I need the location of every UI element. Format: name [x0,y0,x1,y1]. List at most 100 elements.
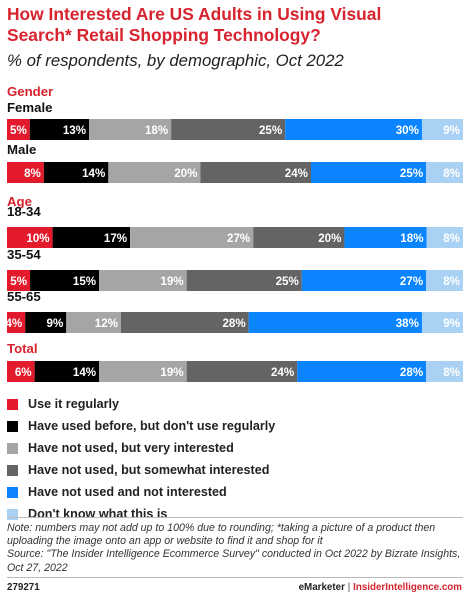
legend-item: Have not used, but somewhat interested [7,459,275,481]
bar-value-label: 24% [285,167,308,180]
bar-segment [7,361,35,382]
bar-segment [301,270,427,291]
footnote: Note: numbers may not add up to 100% due… [7,522,463,575]
row-label: Female [7,100,52,115]
bar-value-label: 8% [443,232,460,245]
bar-value-label: 27% [227,232,250,245]
bar-value-label: 25% [276,275,299,288]
bar-value-label: 18% [400,232,423,245]
bar-segment [89,119,172,140]
bar-segment [43,162,109,183]
bar-value-label: 25% [259,124,282,137]
bar-segment [7,270,31,291]
bar-segment [29,119,90,140]
bar-value-label: 38% [396,317,419,330]
bar-value-label: 28% [400,366,423,379]
group-label: Age [7,194,32,209]
group-label: Gender [7,84,53,99]
legend-item: Use it regularly [7,393,275,415]
bar-value-label: 8% [443,275,460,288]
bar-segment [121,312,249,333]
bar-segment [253,227,345,248]
bar-value-label: 4% [5,317,22,330]
bar-value-label: 14% [82,167,105,180]
bar-value-label: 18% [145,124,168,137]
bar-segment [66,312,121,333]
bar-value-label: 9% [47,317,64,330]
chart-id: 279271 [7,582,40,593]
bar-value-label: 17% [104,232,127,245]
legend-swatch [7,486,18,498]
bar-value-label: 10% [26,232,49,245]
bar-segment [7,312,26,333]
bar-segment [99,270,187,291]
bar-value-label: 27% [400,275,423,288]
legend-label: Use it regularly [28,397,119,411]
brand-separator: | [347,582,351,593]
bar-segment [426,361,463,382]
bar-value-label: 20% [174,167,197,180]
bar-segment [171,119,286,140]
legend-label: Have used before, but don't use regularl… [28,419,276,433]
bar-segment [297,361,427,382]
bar-value-label: 9% [443,124,460,137]
bar-value-label: 24% [271,366,294,379]
bar-value-label: 6% [15,366,32,379]
source-text: Source: "The Insider Intelligence Ecomme… [7,548,461,574]
row-label: Male [7,142,36,157]
legend-item: Have not used and not interested [7,481,275,503]
bottom-divider [7,577,463,578]
brand-credit: eMarketer | InsiderIntelligence.com [299,582,462,593]
bar-segment [344,227,427,248]
bar-segment [30,270,100,291]
bar-segment [426,227,463,248]
bar-value-label: 9% [443,317,460,330]
bar-value-label: 30% [396,124,419,137]
bar-value-label: 12% [95,317,118,330]
bar-segment [99,361,187,382]
note-text: Note: numbers may not add up to 100% due… [7,522,436,548]
bar-segment [200,162,311,183]
bar-segment [52,227,131,248]
bar-segment [34,361,100,382]
bar-value-label: 15% [73,275,96,288]
legend-label: Don't know what this is [28,507,168,521]
bar-segment [108,162,201,183]
bar-segment [311,162,427,183]
bar-value-label: 5% [10,275,27,288]
group-label: Total [7,341,38,356]
legend-swatch [7,442,18,454]
bar-segment [248,312,422,333]
bar-value-label: 5% [10,124,27,137]
chart-title: How Interested Are US Adults in Using Vi… [7,4,382,45]
row-label: 35-54 [7,247,41,262]
legend-label: Have not used, but somewhat interested [28,463,270,477]
bar-value-label: 8% [443,167,460,180]
bar-value-label: 8% [24,167,41,180]
bar-segment [25,312,67,333]
bar-segment [7,162,44,183]
bar-value-label: 28% [222,317,245,330]
legend-label: Have not used and not interested [28,485,227,499]
bar-segment [426,162,463,183]
legend-swatch [7,420,18,432]
row-label: 55-65 [7,289,41,304]
legend-item: Have used before, but don't use regularl… [7,415,275,437]
brand-emarketer: eMarketer [298,582,345,593]
bar-value-label: 13% [63,124,86,137]
bar-segment [285,119,422,140]
bar-value-label: 19% [160,275,183,288]
bar-value-label: 25% [400,167,423,180]
legend-swatch [7,508,18,520]
legend: Use it regularly Have used before, but do… [7,393,275,525]
brand-insider-intelligence: InsiderIntelligence.com [353,582,462,593]
row-label: 18-34 [7,204,41,219]
bar-segment [186,270,302,291]
bar-value-label: 19% [160,366,183,379]
bar-segment [186,361,298,382]
bar-segment [7,119,30,140]
bar-value-label: 8% [443,366,460,379]
bar-value-label: 20% [318,232,341,245]
legend-label: Have not used, but very interested [28,441,234,455]
